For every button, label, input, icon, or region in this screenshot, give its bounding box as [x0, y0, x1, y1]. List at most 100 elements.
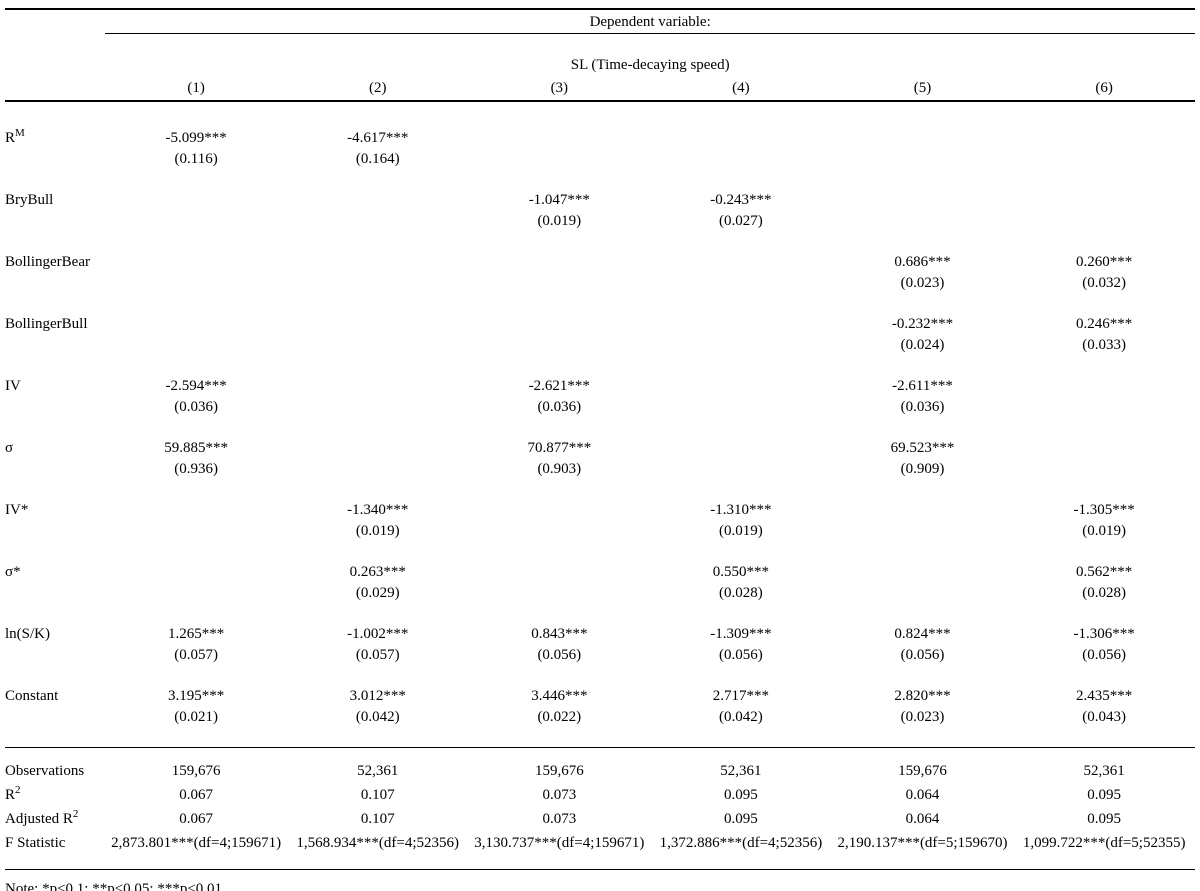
- coefficient-cell: 0.246***: [1076, 315, 1133, 332]
- stderr-cell: (0.056): [537, 646, 582, 663]
- stat-value: 0.064: [905, 811, 940, 827]
- stat-value: 0.095: [1087, 787, 1122, 803]
- stderr-cell: (0.019): [355, 522, 400, 539]
- coefficient-cell: 3.012***: [349, 687, 406, 704]
- stderr-cell: [469, 148, 651, 169]
- stderr-cell: [832, 582, 1014, 603]
- coefficient-cell: 0.824***: [894, 625, 951, 642]
- stat-label-text: F Statistic: [5, 835, 66, 851]
- variable-label-text: ln(S/K): [5, 625, 50, 642]
- stderr-cell: (0.036): [900, 398, 945, 415]
- coefficient-cell: [469, 313, 651, 334]
- table-row: σ 59.885*** 70.877*** 69.523***: [5, 437, 1195, 458]
- table-row: (0.036) (0.036) (0.036): [5, 396, 1195, 417]
- column-header: (1): [105, 75, 287, 102]
- stderr-cell: [650, 458, 832, 479]
- spacer-row: [5, 34, 1195, 56]
- stderr-cell: [105, 520, 287, 541]
- stderr-cell: [469, 272, 651, 293]
- header-spacer-cell: [5, 55, 105, 75]
- coefficient-cell: 2.717***: [712, 687, 770, 704]
- coefficient-cell: -1.340***: [347, 501, 409, 518]
- table-row: RM -5.099*** -4.617***: [5, 127, 1195, 148]
- coefficient-cell: [832, 189, 1014, 210]
- stderr-cell: [469, 582, 651, 603]
- table-row: (0.019) (0.027): [5, 210, 1195, 231]
- stderr-cell: (0.036): [174, 398, 218, 415]
- coefficient-cell: [832, 561, 1014, 582]
- coefficient-cell: -1.047***: [528, 191, 590, 208]
- coefficient-cell: 2.435***: [1076, 687, 1133, 704]
- stderr-cell: [287, 396, 469, 417]
- coefficient-cell: [1013, 127, 1195, 148]
- spacer-row: [5, 541, 1195, 561]
- coefficient-cell: -4.617***: [347, 129, 409, 146]
- stderr-cell: (0.032): [1082, 274, 1127, 291]
- coefficient-cell: 2.820***: [894, 687, 951, 704]
- stat-row-observations: Observations 159,676 52,361 159,676 52,3…: [5, 747, 1195, 783]
- coefficient-cell: [287, 189, 469, 210]
- stderr-cell: (0.909): [900, 460, 945, 477]
- stderr-cell: [832, 148, 1014, 169]
- stderr-cell: (0.022): [537, 708, 582, 725]
- stat-value: 159,676: [105, 747, 287, 783]
- stderr-cell: [287, 210, 469, 231]
- stat-value: 3,130.737***(df=4;159671): [474, 835, 645, 851]
- coefficient-cell: 0.562***: [1076, 563, 1133, 580]
- coefficient-cell: 0.550***: [712, 563, 770, 580]
- stderr-cell: (0.036): [537, 398, 582, 415]
- coefficient-cell: 59.885***: [164, 439, 228, 456]
- variable-label-text: BollingerBear: [5, 253, 90, 270]
- stderr-cell: (0.019): [1082, 522, 1127, 539]
- coefficient-cell: [832, 127, 1014, 148]
- variable-label-text: IV: [5, 377, 21, 394]
- coefficient-cell: [650, 251, 832, 272]
- coefficient-cell: 0.843***: [531, 625, 588, 642]
- stat-value: 2,873.801***(df=4;159671): [111, 835, 282, 851]
- stat-value: 0.064: [905, 787, 940, 803]
- variable-label: RM: [5, 127, 105, 148]
- coefficient-cell: -1.002***: [347, 625, 409, 642]
- note-row: Note: *p<0.1; **p<0.05; ***p<0.01: [5, 870, 1195, 891]
- coefficient-cell: 3.195***: [168, 687, 225, 704]
- stderr-cell: (0.027): [719, 212, 763, 229]
- stat-label-superscript: 2: [72, 808, 79, 820]
- stat-value: 0.107: [360, 811, 395, 827]
- coefficient-cell: [287, 437, 469, 458]
- coefficient-cell: [469, 499, 651, 520]
- variable-label: IV*: [5, 499, 105, 520]
- coefficient-cell: 0.263***: [349, 563, 406, 580]
- variable-label: BryBull: [5, 189, 105, 210]
- stderr-cell: [832, 210, 1014, 231]
- variable-label-text: BollingerBull: [5, 315, 88, 332]
- stat-label: R2: [5, 783, 105, 807]
- coefficient-cell: 3.446***: [531, 687, 588, 704]
- stderr-cell: (0.042): [355, 708, 400, 725]
- stat-row-adjusted-r2: Adjusted R2 0.067 0.107 0.073 0.095 0.06…: [5, 807, 1195, 831]
- coefficient-cell: [105, 499, 287, 520]
- table-row: σ* 0.263*** 0.550*** 0.562***: [5, 561, 1195, 582]
- coefficient-cell: [650, 127, 832, 148]
- coefficient-cell: [105, 313, 287, 334]
- column-header: (3): [468, 75, 651, 102]
- spacer-row: [5, 101, 1195, 127]
- table-row: ln(S/K) 1.265*** -1.002*** 0.843*** -1.3…: [5, 623, 1195, 644]
- coefficient-cell: [105, 189, 287, 210]
- stderr-cell: [105, 210, 287, 231]
- coefficient-cell: [287, 313, 469, 334]
- variable-label: Constant: [5, 685, 105, 706]
- coefficient-cell: [1013, 375, 1195, 396]
- stderr-cell: (0.021): [174, 708, 218, 725]
- table-row: (0.023) (0.032): [5, 272, 1195, 293]
- stderr-cell: (0.028): [719, 584, 763, 601]
- stat-label: F Statistic: [5, 831, 105, 855]
- spacer-row: [5, 231, 1195, 251]
- variable-label: σ: [5, 437, 105, 458]
- spacer-row: [5, 293, 1195, 313]
- table-row: BollingerBear 0.686*** 0.260***: [5, 251, 1195, 272]
- table-row: (0.021) (0.042) (0.022) (0.042) (0.023) …: [5, 706, 1195, 727]
- coefficient-cell: [650, 375, 832, 396]
- stat-value: 2,190.137***(df=5;159670): [837, 835, 1008, 851]
- stderr-cell: (0.028): [1082, 584, 1127, 601]
- spacer-row: [5, 169, 1195, 189]
